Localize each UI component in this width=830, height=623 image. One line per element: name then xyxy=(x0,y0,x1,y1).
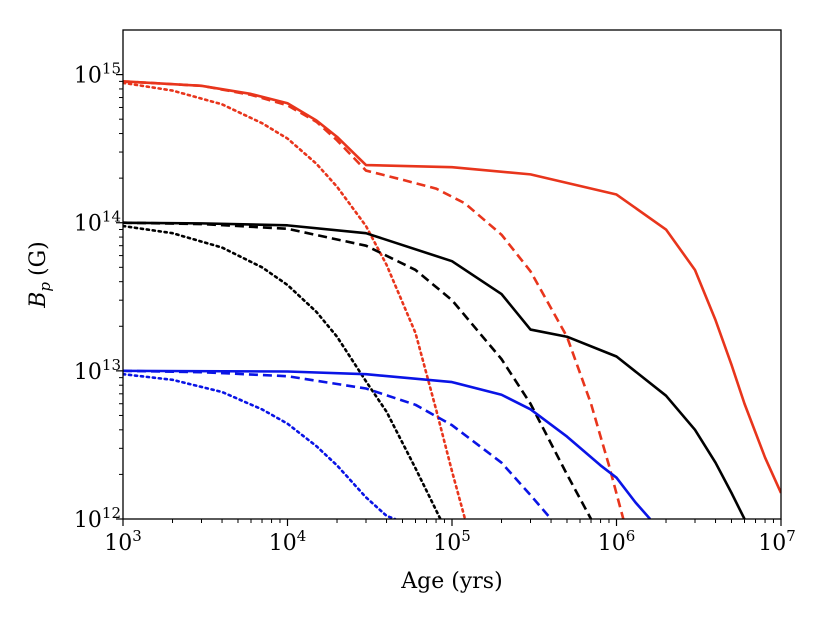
series-red-solid xyxy=(123,80,781,494)
x-tick-label-exponent: 5 xyxy=(461,527,471,545)
series-blue-dashed xyxy=(123,369,553,519)
x-tick-label-base: 10 xyxy=(433,531,461,556)
y-axis-title-unit: (G) xyxy=(26,241,51,276)
series-black-dotted xyxy=(123,224,442,519)
x-tick-label: 107 xyxy=(758,527,796,556)
y-axis-title: Bp (G) xyxy=(26,241,54,309)
y-tick-label-base: 10 xyxy=(74,360,102,385)
y-axis-title-symbol: B xyxy=(26,292,51,309)
x-tick-label: 106 xyxy=(598,527,636,556)
series-black-solid xyxy=(123,221,746,519)
x-tick-label-base: 10 xyxy=(758,531,786,556)
x-tick-label: 105 xyxy=(433,527,471,556)
y-tick-label-exponent: 14 xyxy=(102,208,121,226)
series-blue-dotted xyxy=(123,372,397,519)
series-red-dashed xyxy=(123,80,625,519)
x-tick-label-base: 10 xyxy=(269,531,297,556)
x-axis-title: Age (yrs) xyxy=(400,569,502,594)
x-axis-ticks: 103 104 105 106 107 xyxy=(104,519,796,556)
y-tick-label-exponent: 13 xyxy=(102,356,121,374)
x-tick-label-base: 10 xyxy=(104,531,132,556)
x-tick-label-exponent: 7 xyxy=(786,527,796,545)
y-tick-label-base: 10 xyxy=(74,508,102,533)
x-tick-label-base: 10 xyxy=(598,531,626,556)
y-tick-label: 1015 xyxy=(74,60,121,89)
y-tick-label-base: 10 xyxy=(74,212,102,237)
y-tick-label-exponent: 15 xyxy=(102,60,121,78)
series-blue-solid xyxy=(123,369,652,519)
y-tick-label: 1012 xyxy=(74,504,121,533)
x-tick-label-exponent: 4 xyxy=(297,527,307,545)
x-tick-label-exponent: 6 xyxy=(626,527,636,545)
series-red-dotted xyxy=(123,81,467,519)
series-layer xyxy=(123,80,781,519)
y-axis-title-subscript: p xyxy=(36,282,54,292)
y-tick-label-base: 10 xyxy=(74,64,102,89)
plot-frame xyxy=(122,29,782,520)
x-tick-label-exponent: 3 xyxy=(132,527,142,545)
series-black-dashed xyxy=(123,221,593,519)
x-tick-label: 104 xyxy=(269,527,307,556)
y-tick-label-exponent: 12 xyxy=(102,504,121,522)
y-tick-label: 1013 xyxy=(74,356,121,385)
y-tick-label: 1014 xyxy=(74,208,121,237)
x-tick-label: 103 xyxy=(104,527,142,556)
